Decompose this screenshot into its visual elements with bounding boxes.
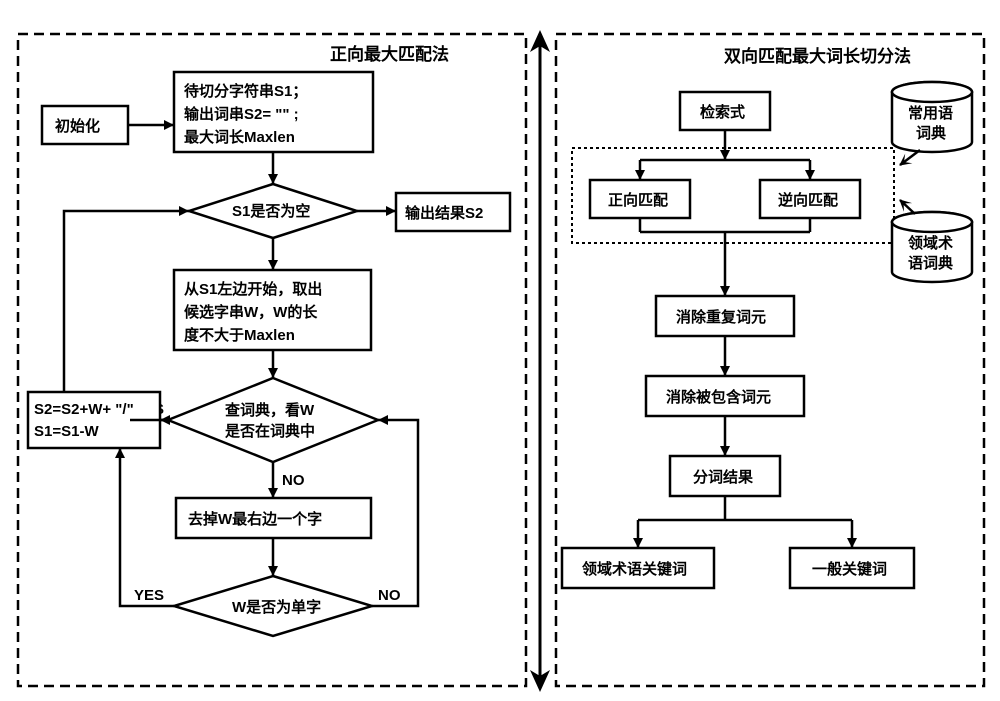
arrow-dict2	[900, 200, 915, 214]
diamond-empty-text: S1是否为空	[232, 202, 310, 220]
cand-l2: 候选字串W，W的长	[184, 303, 318, 321]
right-title: 双向匹配最大词长切分法	[724, 46, 911, 66]
arrow-upd-loop	[64, 211, 189, 392]
arrow-d3-yes	[120, 448, 174, 606]
d3-no: NO	[378, 587, 401, 604]
d2-l1: 查词典，看W	[225, 401, 315, 419]
general-kw-text: 一般关键词	[812, 560, 887, 578]
dedup-text: 消除重复词元	[676, 308, 766, 326]
search-text: 检索式	[700, 103, 745, 121]
d3-yes: YES	[134, 587, 164, 604]
start-l1: 待切分字符串S1；	[184, 82, 307, 100]
dict1-l2: 词典	[916, 124, 946, 142]
fwd-text: 正向匹配	[608, 191, 668, 209]
remove-text: 去掉W最右边一个字	[188, 510, 322, 528]
upd-l2: S1=S1-W	[34, 423, 99, 440]
start-l3: 最大词长Maxlen	[184, 128, 295, 146]
arrow-dict1	[900, 150, 920, 165]
d2-no: NO	[282, 472, 305, 489]
cand-l3: 度不大于Maxlen	[184, 326, 295, 344]
separator	[530, 30, 550, 692]
start-l2: 输出词串S2= "" ;	[184, 105, 299, 123]
dict2-l2: 语词典	[908, 254, 953, 272]
arrow-d3-no	[372, 420, 418, 606]
contain-text: 消除被包含词元	[666, 388, 771, 406]
diamond-dict	[168, 378, 378, 462]
output-text: 输出结果S2	[405, 204, 483, 222]
result-text: 分词结果	[693, 468, 754, 486]
cand-l1: 从S1左边开始，取出	[184, 280, 322, 298]
upd-l1: S2=S2+W+ "/"	[34, 401, 134, 418]
bwd-text: 逆向匹配	[778, 191, 838, 209]
init-text: 初始化	[55, 117, 100, 135]
left-title: 正向最大匹配法	[330, 44, 449, 64]
d2-l2: 是否在词典中	[224, 422, 315, 440]
domain-kw-text: 领域术语关键词	[581, 560, 687, 578]
dict2-l1: 领域术	[907, 234, 953, 252]
dict1-l1: 常用语	[908, 104, 953, 122]
d3-text: W是否为单字	[232, 598, 321, 616]
